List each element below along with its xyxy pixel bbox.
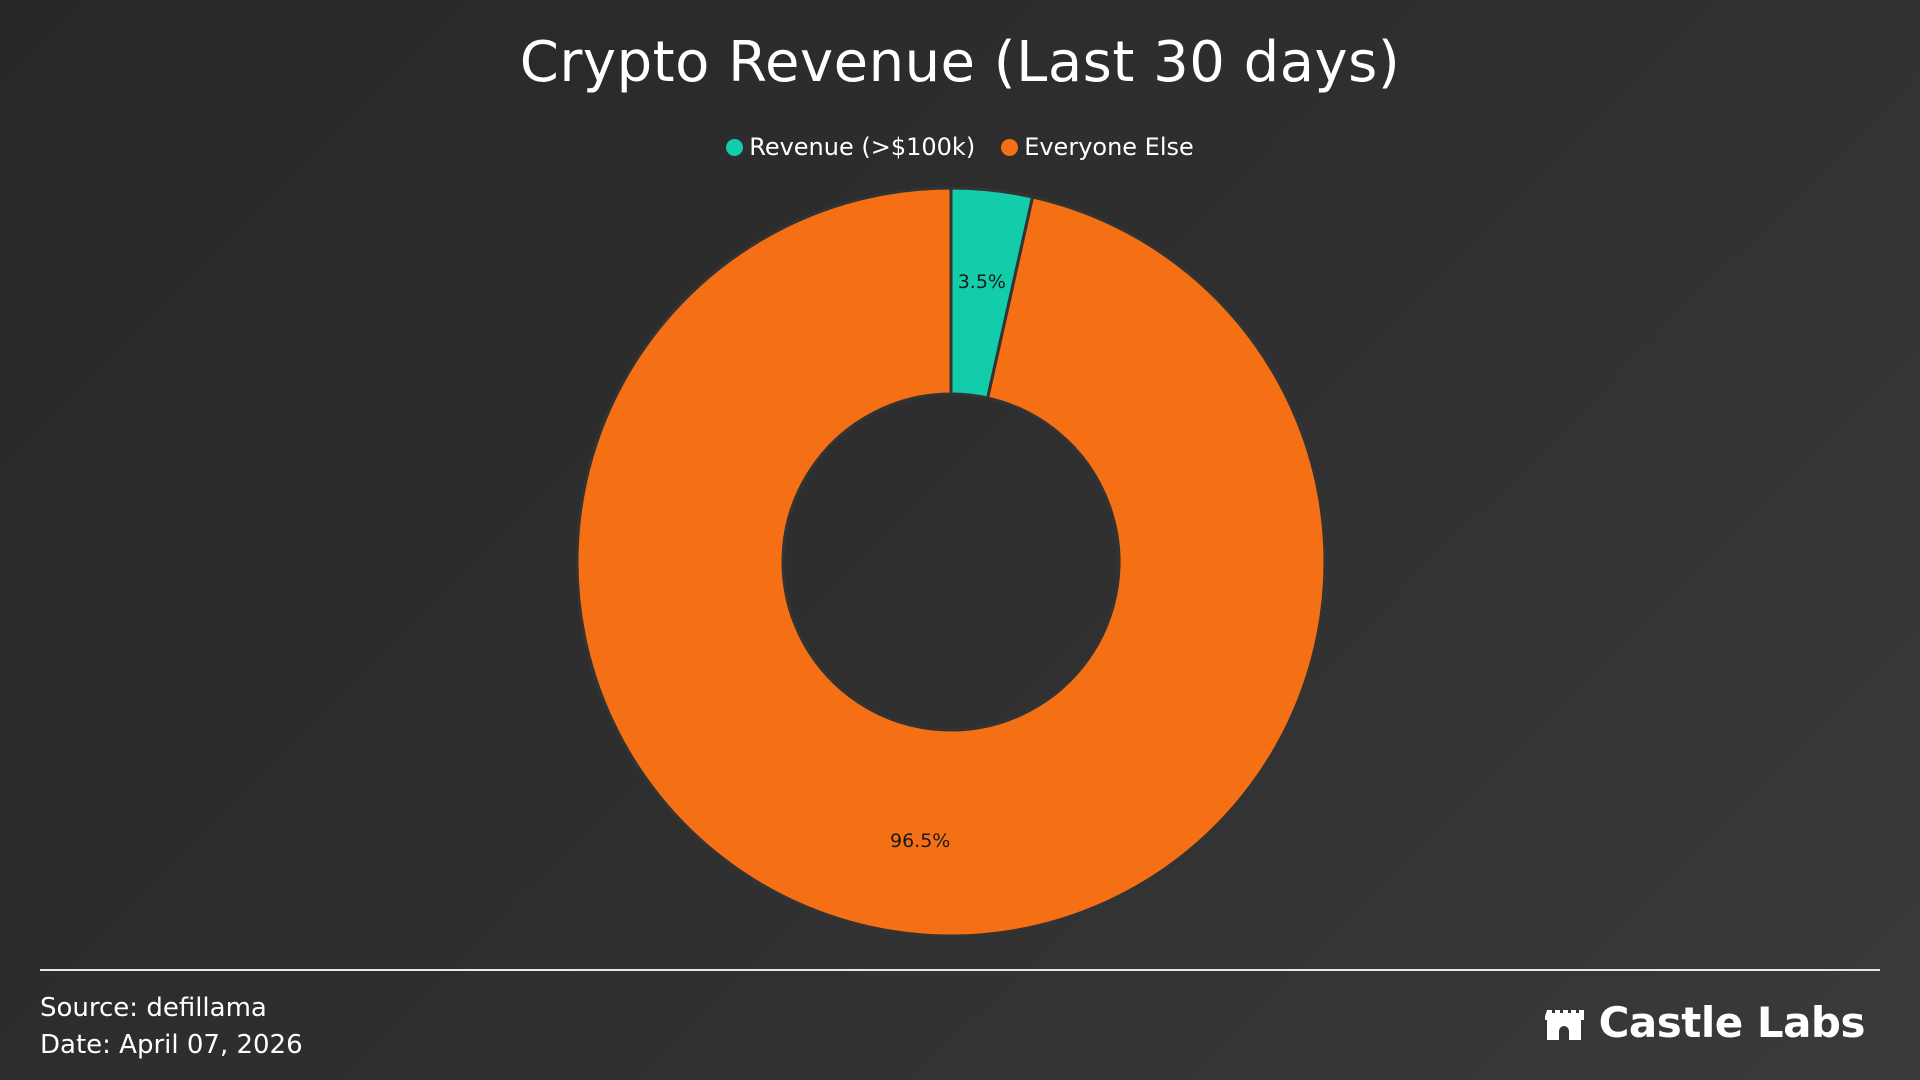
legend-swatch bbox=[1001, 138, 1019, 156]
chart-legend: Revenue (>$100k) Everyone Else bbox=[0, 133, 1920, 161]
legend-item: Revenue (>$100k) bbox=[726, 133, 975, 161]
brand-name: Castle Labs bbox=[1598, 998, 1866, 1047]
footer-divider bbox=[40, 969, 1880, 971]
date-text: Date: April 07, 2026 bbox=[40, 1030, 303, 1060]
brand-logo: Castle Labs bbox=[1544, 998, 1866, 1047]
slice-value-label: 96.5% bbox=[890, 830, 950, 852]
legend-swatch bbox=[726, 138, 744, 156]
donut-chart: 3.5% 96.5% bbox=[575, 186, 1327, 938]
legend-item: Everyone Else bbox=[1001, 133, 1194, 161]
legend-label: Everyone Else bbox=[1024, 133, 1194, 161]
slice-value-label: 3.5% bbox=[958, 271, 1006, 293]
source-text: Source: defillama bbox=[40, 993, 267, 1023]
castle-icon bbox=[1544, 1009, 1584, 1040]
legend-label: Revenue (>$100k) bbox=[749, 133, 976, 161]
chart-title: Crypto Revenue (Last 30 days) bbox=[519, 30, 1401, 95]
pie-slice bbox=[575, 186, 1327, 938]
